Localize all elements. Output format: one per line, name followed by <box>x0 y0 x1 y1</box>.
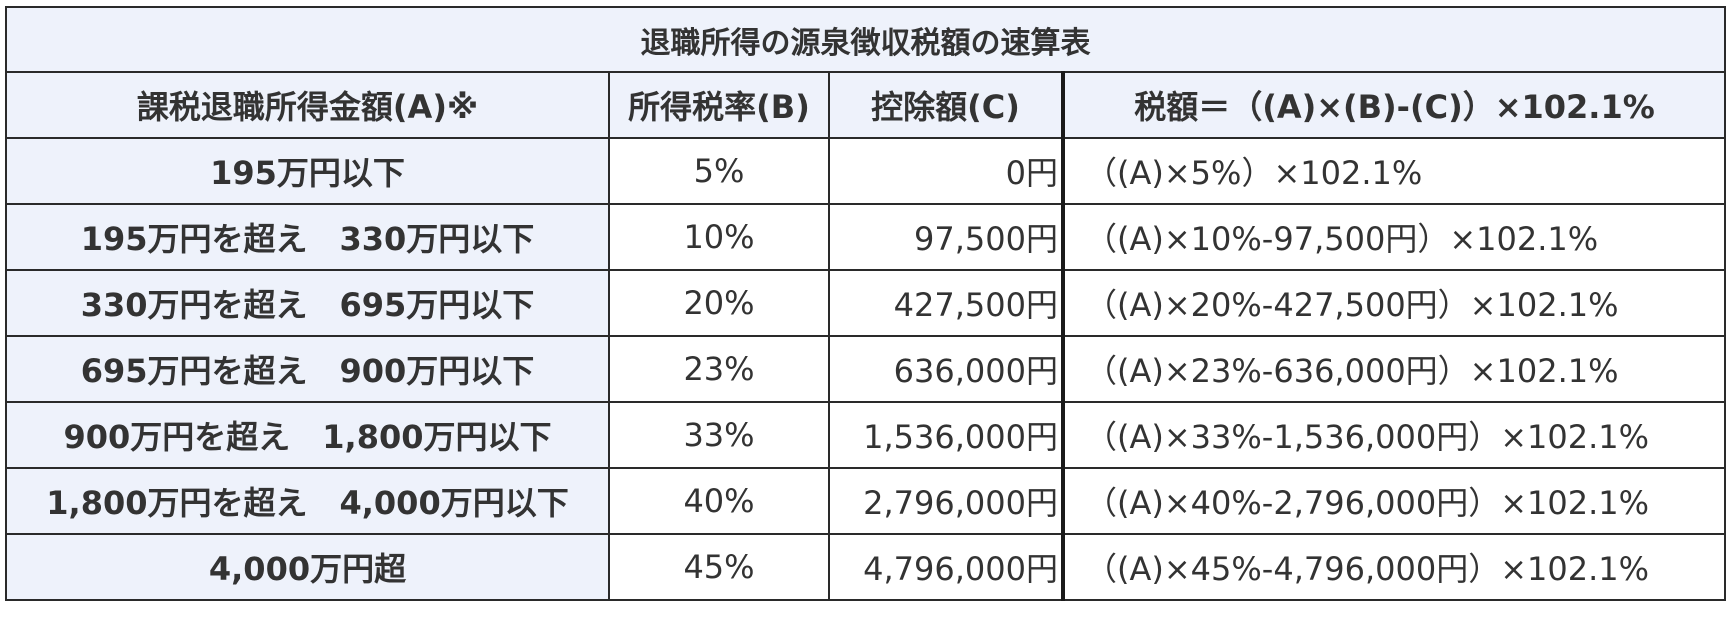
table-row: 195万円を超え 330万円以下 10% 97,500円 （(A)×10%-97… <box>5 203 1726 271</box>
table-title: 退職所得の源泉徴収税額の速算表 <box>5 6 1726 73</box>
tax-table-container: 退職所得の源泉徴収税額の速算表 課税退職所得金額(A)※ 所得税率(B) 控除額… <box>5 6 1726 601</box>
header-tax-rate: 所得税率(B) <box>608 71 830 139</box>
formula-cell: （(A)×10%-97,500円）×102.1% <box>1061 203 1726 271</box>
tax-rate-cell: 10% <box>608 203 830 271</box>
income-range-cell: 195万円以下 <box>5 137 610 205</box>
deduction-cell: 97,500円 <box>828 203 1064 271</box>
deduction-cell: 4,796,000円 <box>828 533 1064 601</box>
income-range-cell: 195万円を超え 330万円以下 <box>5 203 610 271</box>
deduction-cell: 0円 <box>828 137 1064 205</box>
withholding-tax-table: 退職所得の源泉徴収税額の速算表 課税退職所得金額(A)※ 所得税率(B) 控除額… <box>5 6 1726 601</box>
formula-cell: （(A)×20%-427,500円）×102.1% <box>1061 269 1726 337</box>
tax-rate-cell: 5% <box>608 137 830 205</box>
table-row: 900万円を超え 1,800万円以下 33% 1,536,000円 （(A)×3… <box>5 401 1726 469</box>
tax-rate-cell: 20% <box>608 269 830 337</box>
income-range-cell: 900万円を超え 1,800万円以下 <box>5 401 610 469</box>
tax-rate-cell: 40% <box>608 467 830 535</box>
formula-cell: （(A)×23%-636,000円）×102.1% <box>1061 335 1726 403</box>
header-deduction: 控除額(C) <box>828 71 1064 139</box>
header-row: 課税退職所得金額(A)※ 所得税率(B) 控除額(C) 税額＝（(A)×(B)-… <box>5 71 1726 139</box>
deduction-cell: 636,000円 <box>828 335 1064 403</box>
deduction-cell: 1,536,000円 <box>828 401 1064 469</box>
deduction-cell: 427,500円 <box>828 269 1064 337</box>
deduction-cell: 2,796,000円 <box>828 467 1064 535</box>
formula-cell: （(A)×5%）×102.1% <box>1061 137 1726 205</box>
header-taxable-amount: 課税退職所得金額(A)※ <box>5 71 610 139</box>
tax-rate-cell: 33% <box>608 401 830 469</box>
table-row: 195万円以下 5% 0円 （(A)×5%）×102.1% <box>5 137 1726 205</box>
table-row: 4,000万円超 45% 4,796,000円 （(A)×45%-4,796,0… <box>5 533 1726 601</box>
income-range-cell: 4,000万円超 <box>5 533 610 601</box>
table-row: 330万円を超え 695万円以下 20% 427,500円 （(A)×20%-4… <box>5 269 1726 337</box>
table-row: 695万円を超え 900万円以下 23% 636,000円 （(A)×23%-6… <box>5 335 1726 403</box>
income-range-cell: 1,800万円を超え 4,000万円以下 <box>5 467 610 535</box>
formula-cell: （(A)×33%-1,536,000円）×102.1% <box>1061 401 1726 469</box>
formula-cell: （(A)×40%-2,796,000円）×102.1% <box>1061 467 1726 535</box>
formula-cell: （(A)×45%-4,796,000円）×102.1% <box>1061 533 1726 601</box>
title-row: 退職所得の源泉徴収税額の速算表 <box>5 6 1726 73</box>
tax-rate-cell: 23% <box>608 335 830 403</box>
income-range-cell: 695万円を超え 900万円以下 <box>5 335 610 403</box>
table-row: 1,800万円を超え 4,000万円以下 40% 2,796,000円 （(A)… <box>5 467 1726 535</box>
header-tax-formula: 税額＝（(A)×(B)-(C)）×102.1% <box>1061 71 1726 139</box>
tax-rate-cell: 45% <box>608 533 830 601</box>
income-range-cell: 330万円を超え 695万円以下 <box>5 269 610 337</box>
